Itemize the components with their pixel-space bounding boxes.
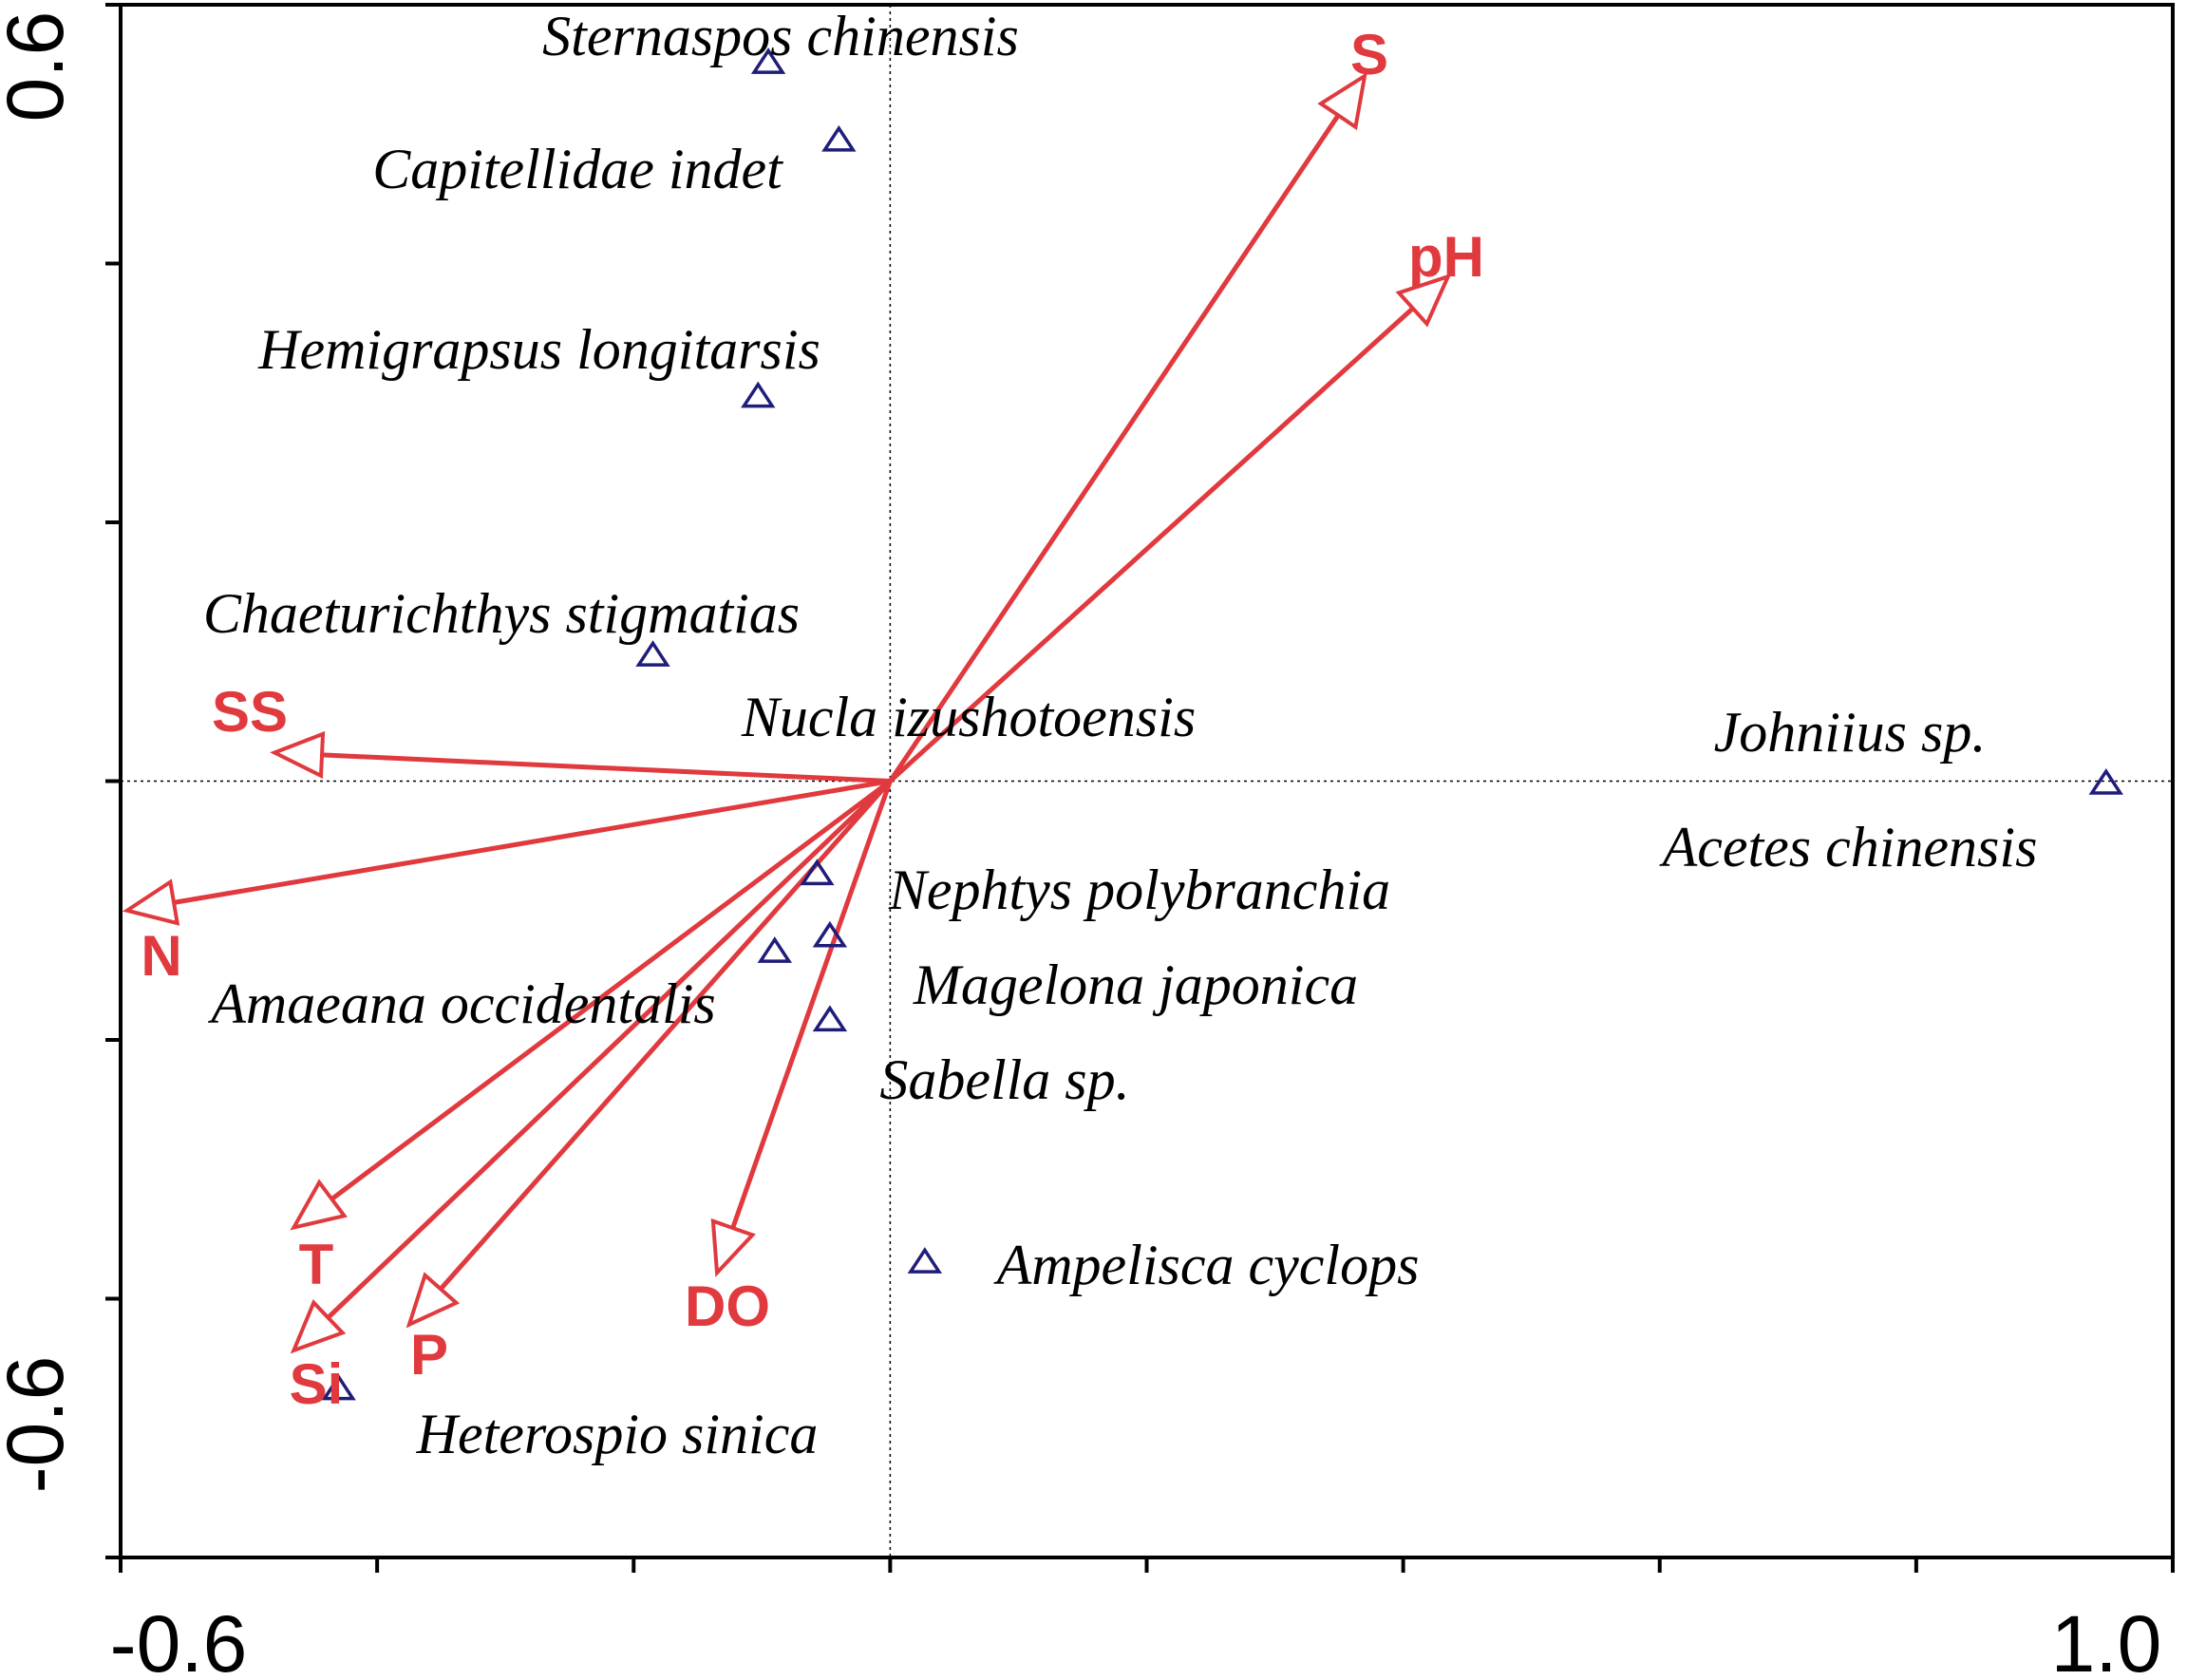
env-arrow-n	[122, 779, 891, 926]
arrow-shaft	[888, 306, 1415, 783]
arrow-head	[290, 1179, 348, 1231]
env-arrow-s	[888, 71, 1367, 783]
env-label-do: DO	[685, 1274, 770, 1338]
species-marker-7	[800, 859, 835, 886]
arrow-shaft	[730, 780, 893, 1229]
species-label-capitellidae: Capitellidae indet	[372, 138, 783, 200]
y-tick-label-bottom: -0.6	[0, 1356, 80, 1494]
env-label-si: Si	[290, 1352, 344, 1416]
species-marker-0	[750, 47, 786, 74]
env-label-n: N	[141, 924, 181, 988]
env-arrow-ss	[270, 730, 891, 783]
env-label-t: T	[299, 1233, 334, 1296]
arrow-head	[1317, 71, 1367, 131]
arrow-shaft	[330, 779, 892, 1201]
species-marker-12	[321, 1373, 356, 1401]
arrow-shaft	[326, 779, 893, 1320]
species-marker-10	[812, 1005, 848, 1032]
env-label-ph: pH	[1408, 225, 1484, 289]
x-tick-label-left: -0.6	[110, 1599, 248, 1680]
species-label-johniius: Johniius sp.	[1714, 701, 1987, 764]
species-label-acetes: Acetes chinensis	[1659, 816, 2038, 878]
arrow-head	[290, 1298, 347, 1354]
arrow-head	[405, 1272, 461, 1329]
arrow-shaft	[321, 752, 891, 783]
env-label-p: P	[410, 1323, 448, 1387]
labels: S pH SS N T Si P DO Sternaspos chinensis…	[141, 5, 2037, 1465]
arrow-shaft	[888, 114, 1341, 783]
species-label-chaeturichthys: Chaeturichthys stigmatias	[203, 582, 800, 645]
species-points	[321, 47, 2123, 1401]
env-arrow-t	[290, 779, 892, 1231]
axis-ticks	[105, 3, 2175, 1573]
species-label-amaeana: Amaeana occidentalis	[207, 972, 716, 1035]
species-marker-11	[907, 1247, 943, 1274]
species-label-hemigrapsus: Hemigrapsus longitarsis	[257, 318, 820, 381]
species-marker-8	[812, 920, 848, 948]
y-tick-label-top: 0.6	[0, 11, 80, 123]
env-label-s: S	[1350, 23, 1388, 86]
arrow-head	[122, 878, 180, 926]
species-marker-2	[741, 381, 776, 408]
env-arrow-si	[290, 779, 893, 1354]
env-arrow-do	[710, 780, 893, 1277]
arrow-head	[270, 730, 326, 779]
arrow-head	[1395, 273, 1452, 328]
species-label-ampelisca: Ampelisca cyclops	[993, 1234, 1420, 1296]
species-marker-9	[757, 936, 793, 963]
species-label-magelona: Magelona japonica	[913, 953, 1358, 1016]
arrow-shaft	[173, 779, 891, 905]
species-label-nephtys: Nephtys polybranchia	[888, 859, 1390, 921]
species-marker-5	[2088, 768, 2123, 795]
species-label-sternaspos: Sternaspos chinensis	[542, 5, 1019, 67]
species-marker-1	[821, 124, 857, 152]
env-arrows	[122, 71, 1452, 1354]
species-marker-3	[635, 640, 670, 667]
env-label-ss: SS	[212, 680, 288, 744]
env-arrow-ph	[888, 273, 1452, 783]
x-tick-label-right: 1.0	[2051, 1599, 2162, 1680]
species-label-nucla: Nucla izushotoensis	[741, 686, 1196, 748]
arrow-head	[710, 1218, 756, 1277]
species-label-sabella: Sabella sp.	[879, 1048, 1129, 1111]
species-label-heterospio: Heterospio sinica	[416, 1403, 819, 1465]
